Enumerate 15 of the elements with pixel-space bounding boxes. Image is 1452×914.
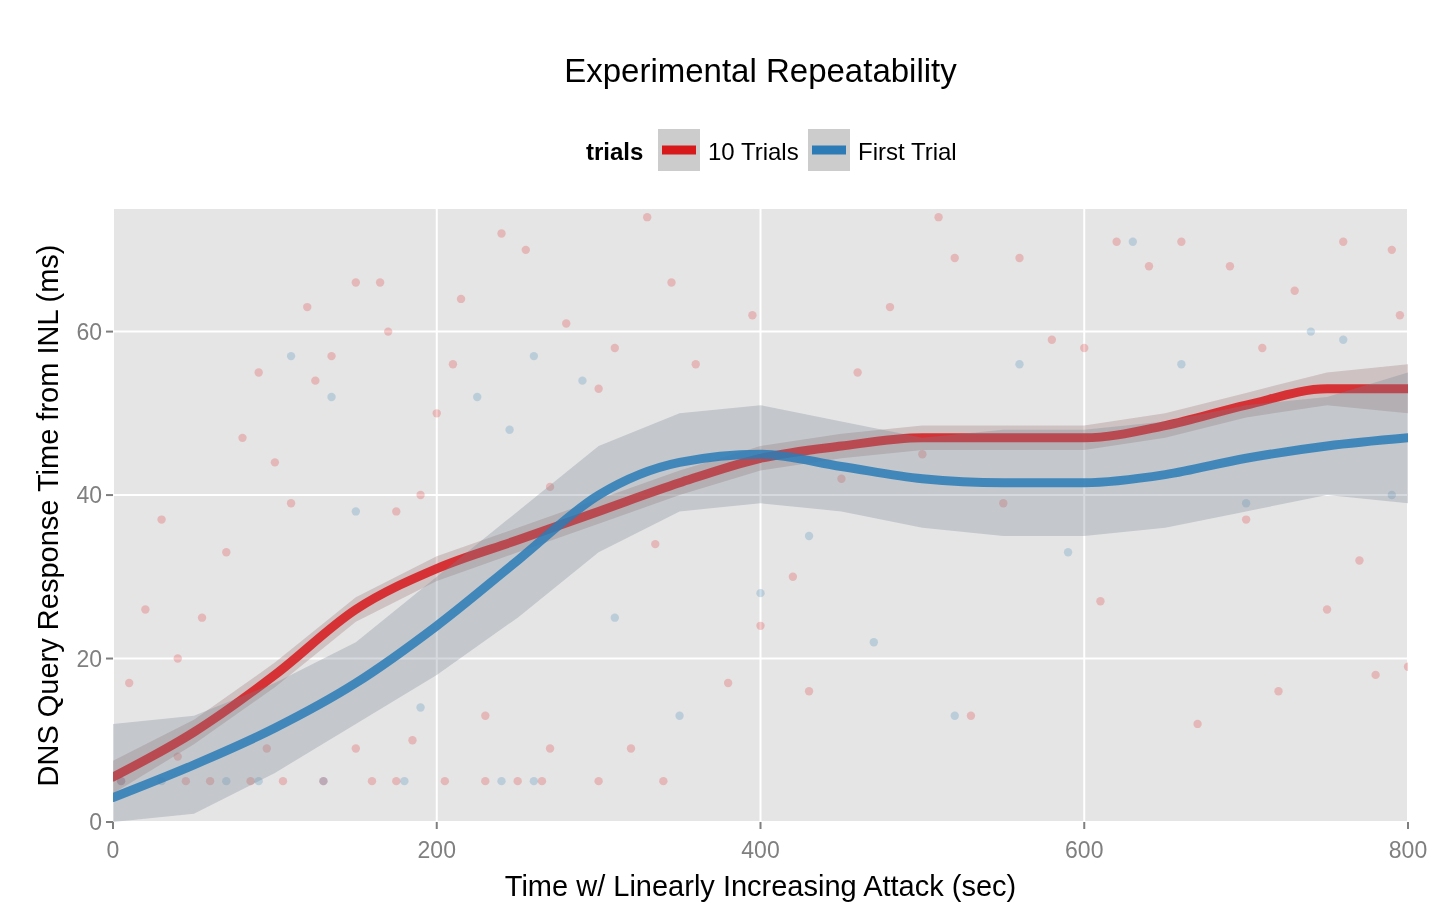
- x-tick-label: 600: [1065, 837, 1104, 863]
- legend-title: trials: [586, 138, 644, 165]
- y-tick-label: 0: [89, 809, 102, 835]
- legend-label: First Trial: [858, 138, 957, 165]
- x-axis-title: Time w/ Linearly Increasing Attack (sec): [504, 870, 1017, 902]
- legend-label: 10 Trials: [708, 138, 799, 165]
- y-axis-title: DNS Query Response Time from INL (ms): [32, 244, 64, 787]
- y-tick-label: 20: [76, 645, 102, 672]
- y-tick-label: 40: [76, 482, 102, 509]
- x-tick-label: 800: [1388, 837, 1428, 863]
- x-tick-label: 400: [741, 837, 780, 863]
- x-tick-label: 0: [106, 837, 120, 863]
- x-tick-label: 200: [417, 837, 456, 863]
- chart-title: Experimental Repeatability: [564, 52, 958, 89]
- y-tick-label: 60: [76, 318, 102, 345]
